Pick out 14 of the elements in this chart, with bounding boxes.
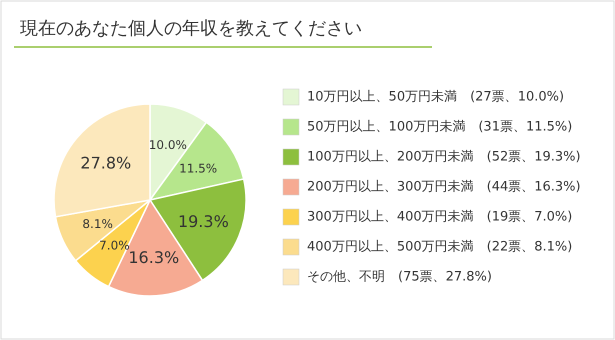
legend-label: 10万円以上、50万円未満 (27票、10.0%) bbox=[307, 90, 564, 104]
legend-label: 400万円以上、500万円未満 (22票、8.1%) bbox=[307, 240, 572, 254]
data-label: 19.3% bbox=[178, 212, 229, 232]
data-label: 16.3% bbox=[128, 248, 180, 267]
data-label: 27.8% bbox=[80, 154, 132, 173]
legend-label: その他、不明 (75票、27.8%) bbox=[307, 270, 492, 284]
legend-label: 100万円以上、200万円未満 (52票、19.3%) bbox=[307, 150, 581, 164]
data-label: 8.1% bbox=[82, 217, 113, 232]
data-label: 11.5% bbox=[179, 161, 218, 176]
legend-label: 50万円以上、100万円未満 (31票、11.5%) bbox=[307, 120, 572, 134]
data-label: 10.0% bbox=[148, 138, 187, 152]
legend-label: 200万円以上、300万円未満 (44票、16.3%) bbox=[307, 180, 581, 194]
legend-label: 300万円以上、400万円未満 (19票、7.0%) bbox=[307, 210, 572, 224]
chart-title: 現在のあなた個人の年収を教えてください bbox=[20, 18, 362, 39]
